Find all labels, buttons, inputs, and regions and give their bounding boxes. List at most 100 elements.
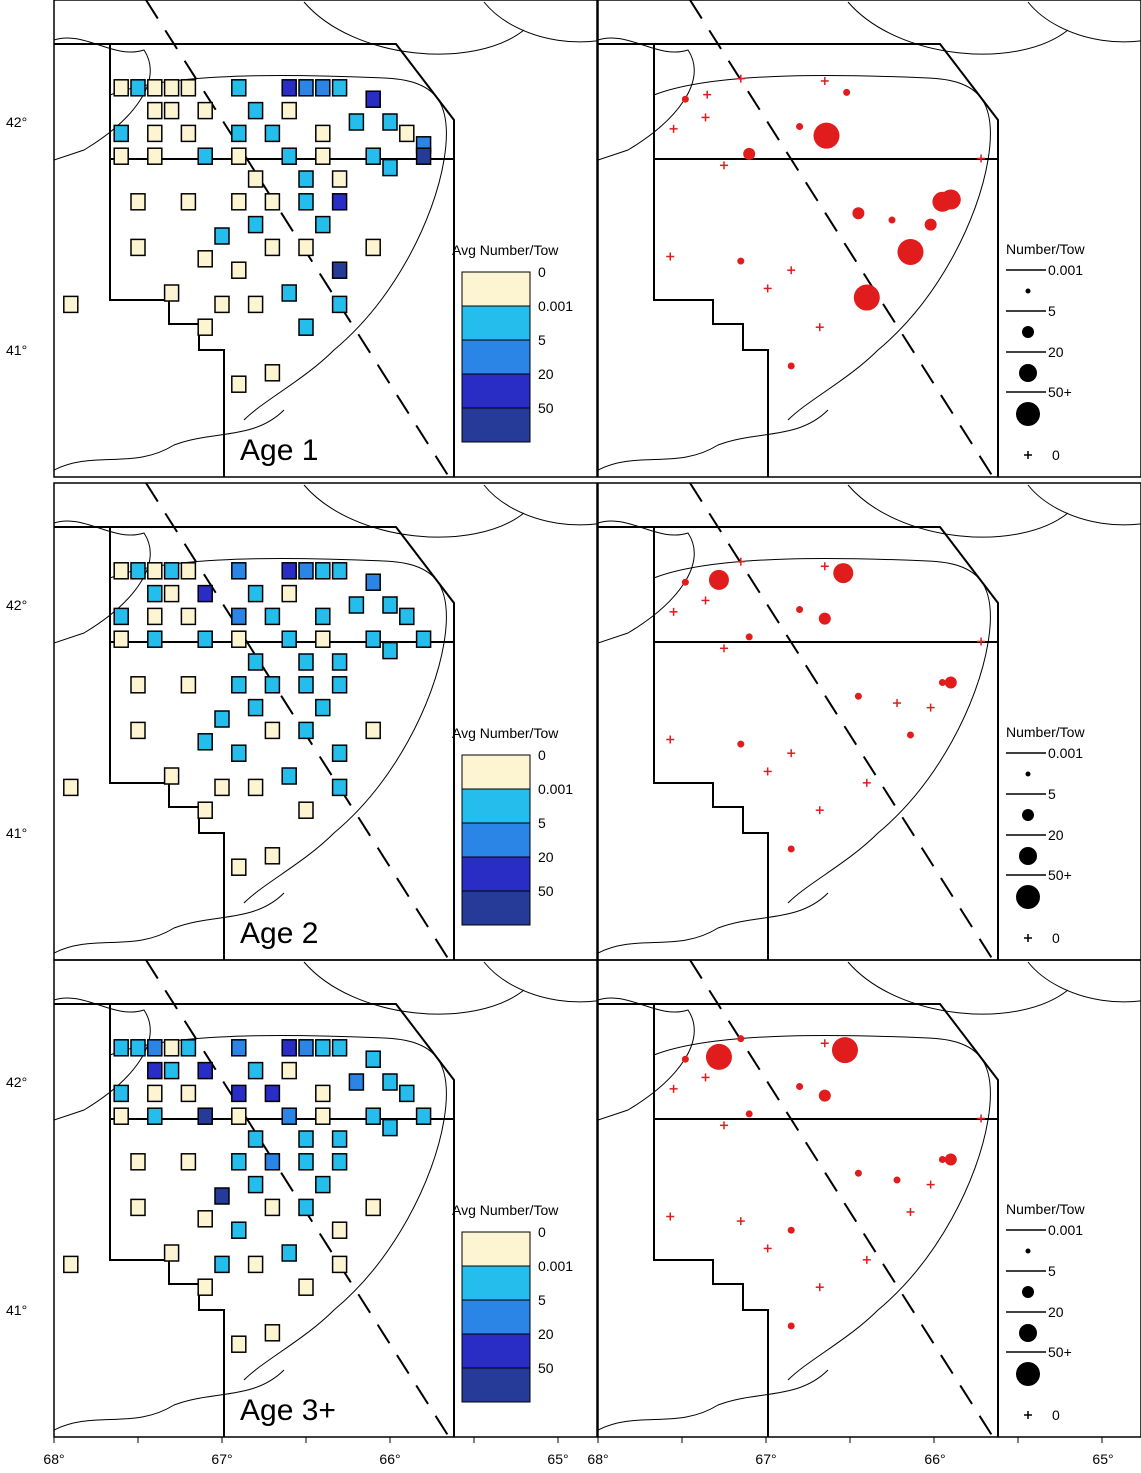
lon-label: 66° <box>379 1451 400 1467</box>
lon-label: 68° <box>587 1451 608 1467</box>
lon-label: 67° <box>755 1451 776 1467</box>
grid-cell <box>415 630 432 648</box>
legend-swatch <box>461 890 531 926</box>
catch-bubble <box>787 1322 795 1330</box>
grid-cell <box>163 767 180 785</box>
legend-label: 0.001 <box>538 298 573 314</box>
legend-swatch <box>461 788 531 824</box>
catch-bubble <box>854 692 862 700</box>
grid-cell <box>331 653 348 671</box>
grid-cell <box>231 1221 247 1239</box>
grid-cell <box>147 101 163 120</box>
catch-bubble <box>938 1156 946 1164</box>
grid-cell <box>315 562 331 580</box>
grid-cell <box>281 284 297 302</box>
legend-size-dot <box>1025 771 1031 777</box>
boundary-eez <box>54 43 455 477</box>
catch-bubble <box>938 679 946 687</box>
grid-cell <box>197 1210 213 1228</box>
grid-cell <box>231 1084 247 1103</box>
grid-cell <box>315 1175 331 1194</box>
grid-cell <box>331 170 348 188</box>
panel-content <box>598 0 1141 477</box>
lon-label: 65° <box>1092 1451 1113 1467</box>
grid-cell <box>264 1198 281 1217</box>
grid-cell <box>197 318 213 336</box>
catch-bubble <box>737 740 745 748</box>
grid-cell <box>247 101 264 120</box>
grid-cell <box>281 584 297 603</box>
grid-cell <box>147 607 163 626</box>
panel-content <box>54 0 597 477</box>
grid-cell <box>197 801 213 819</box>
grid-cell <box>315 698 331 717</box>
grid-cell <box>214 710 230 728</box>
grid-cell <box>247 295 264 314</box>
grid-cell <box>214 1255 230 1274</box>
legend-swatch <box>461 1367 531 1403</box>
coastline-maine <box>54 997 151 1121</box>
grid-cell <box>315 607 331 626</box>
legend-title-avg-number-tow: Avg Number/Tow <box>452 725 559 741</box>
grid-cell <box>298 721 314 740</box>
grid-cell <box>231 79 247 97</box>
age-label: Age 2 <box>240 917 318 950</box>
grid-cell <box>247 584 264 603</box>
grid-cell <box>231 676 247 694</box>
grid-cell <box>264 1153 281 1171</box>
grid-cell <box>147 584 163 603</box>
grid-cell <box>147 630 163 648</box>
catch-bubble <box>924 218 937 231</box>
legend-label: 5 <box>538 815 546 831</box>
grid-cell <box>331 261 348 279</box>
grid-cell <box>365 1107 381 1125</box>
coastline-maine <box>598 37 695 161</box>
grid-cell <box>281 562 297 580</box>
grid-cell <box>63 295 79 314</box>
catch-bubble <box>888 216 896 224</box>
grid-cell <box>247 1255 264 1274</box>
grid-cell <box>331 1255 348 1274</box>
grid-cell <box>130 193 146 211</box>
legend-label: 0 <box>1052 447 1060 463</box>
legend-size-dot <box>1019 364 1037 382</box>
coastline-nova-scotia <box>483 484 597 526</box>
legend-swatch <box>461 305 531 341</box>
legend-label: 5 <box>1048 1263 1056 1279</box>
catch-bubble <box>681 95 689 103</box>
grid-cell <box>298 318 314 336</box>
grid-cell <box>163 1244 180 1262</box>
catch-bubble <box>705 1043 732 1070</box>
catch-bubble <box>737 257 745 265</box>
catch-bubble <box>818 612 831 625</box>
grid-cell <box>231 375 247 393</box>
hague-line <box>145 960 450 1437</box>
grid-cell <box>315 147 331 165</box>
legend-label: 0 <box>538 747 546 763</box>
depth-contour-south <box>598 892 829 954</box>
grid-cell <box>331 1130 348 1148</box>
legend-label: 5 <box>1048 303 1056 319</box>
boundary-closed-area <box>109 44 225 477</box>
grid-cell <box>298 653 314 671</box>
catch-bubble <box>813 122 840 149</box>
catch-bubble <box>745 1110 753 1118</box>
catch-bubble <box>853 284 880 311</box>
grid-cell <box>298 1278 314 1296</box>
lon-label: 66° <box>924 1451 945 1467</box>
grid-cell <box>382 596 398 614</box>
grid-cell <box>281 147 297 165</box>
grid-cell <box>315 215 331 234</box>
grid-cell <box>247 1130 264 1148</box>
legend-label: 50 <box>538 1360 554 1376</box>
grid-cell <box>180 1153 197 1171</box>
grid-cell <box>264 607 281 626</box>
grid-cell <box>130 1153 146 1171</box>
legend-label: 20 <box>1048 344 1064 360</box>
grid-cell <box>365 147 381 165</box>
legend-label: 50+ <box>1048 867 1072 883</box>
grid-cell <box>331 193 348 211</box>
catch-bubble <box>940 189 961 210</box>
age-label: Age 3+ <box>240 1394 336 1427</box>
